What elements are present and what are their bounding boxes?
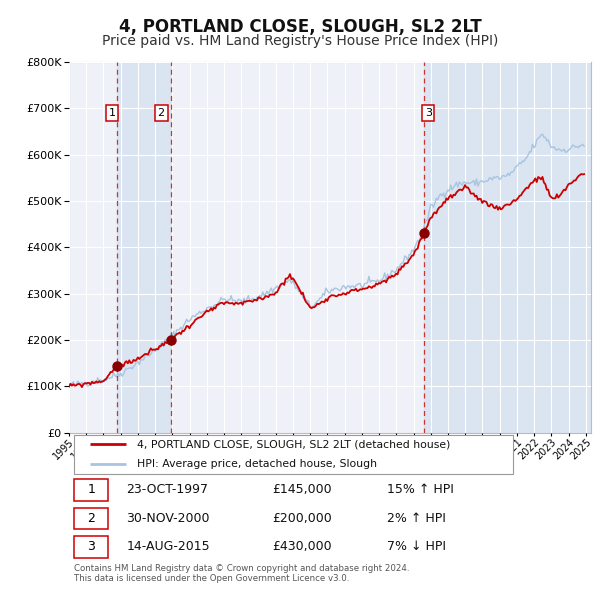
Text: 23-OCT-1997: 23-OCT-1997: [127, 483, 208, 496]
Text: 30-NOV-2000: 30-NOV-2000: [127, 512, 210, 525]
Bar: [118, 62, 171, 433]
Text: 2: 2: [158, 108, 165, 118]
Text: 4, PORTLAND CLOSE, SLOUGH, SL2 2LT (detached house): 4, PORTLAND CLOSE, SLOUGH, SL2 2LT (deta…: [137, 440, 450, 450]
Text: 2% ↑ HPI: 2% ↑ HPI: [388, 512, 446, 525]
FancyBboxPatch shape: [74, 479, 108, 501]
Text: £145,000: £145,000: [272, 483, 332, 496]
Text: £200,000: £200,000: [272, 512, 332, 525]
Text: Contains HM Land Registry data © Crown copyright and database right 2024.: Contains HM Land Registry data © Crown c…: [74, 564, 410, 573]
Text: Price paid vs. HM Land Registry's House Price Index (HPI): Price paid vs. HM Land Registry's House …: [102, 34, 498, 48]
FancyBboxPatch shape: [74, 507, 108, 529]
Text: 7% ↓ HPI: 7% ↓ HPI: [388, 540, 446, 553]
Text: £430,000: £430,000: [272, 540, 332, 553]
Text: 3: 3: [88, 540, 95, 553]
Text: This data is licensed under the Open Government Licence v3.0.: This data is licensed under the Open Gov…: [74, 574, 350, 583]
FancyBboxPatch shape: [74, 434, 513, 474]
FancyBboxPatch shape: [74, 536, 108, 558]
Text: 2: 2: [88, 512, 95, 525]
Text: 1: 1: [88, 483, 95, 496]
Text: 3: 3: [425, 108, 431, 118]
Text: 14-AUG-2015: 14-AUG-2015: [127, 540, 210, 553]
Text: 1: 1: [109, 108, 116, 118]
Text: 4, PORTLAND CLOSE, SLOUGH, SL2 2LT: 4, PORTLAND CLOSE, SLOUGH, SL2 2LT: [119, 18, 481, 36]
Text: HPI: Average price, detached house, Slough: HPI: Average price, detached house, Slou…: [137, 459, 377, 469]
Text: 15% ↑ HPI: 15% ↑ HPI: [388, 483, 454, 496]
Bar: [424, 62, 591, 433]
